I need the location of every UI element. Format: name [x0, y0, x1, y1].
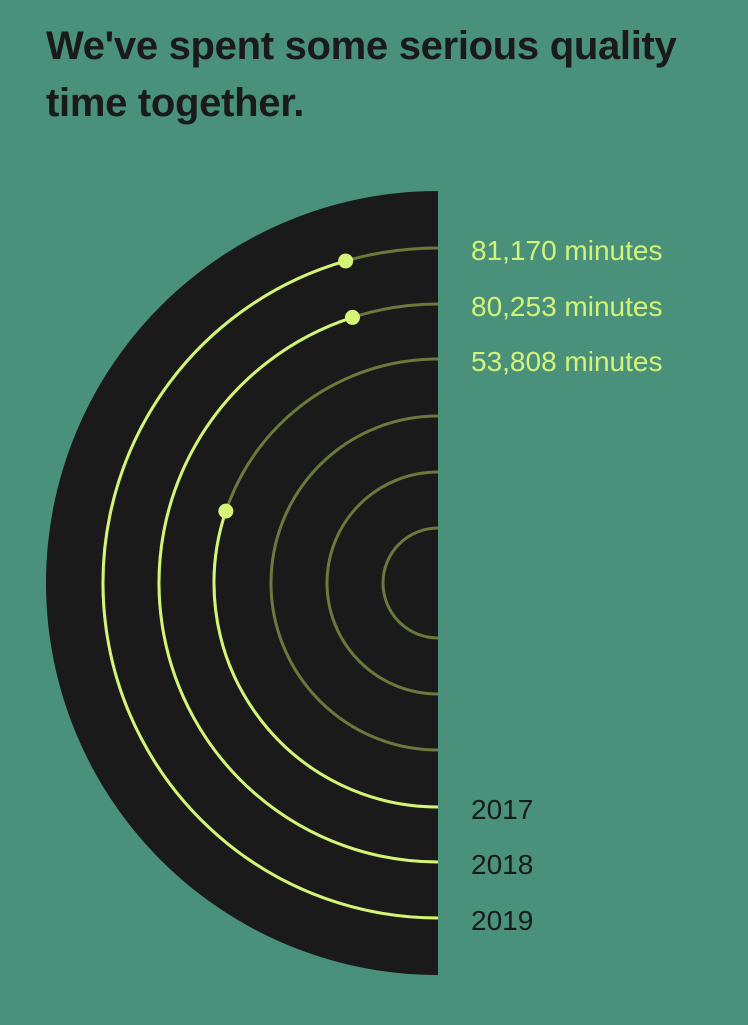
year-label-2019: 2019: [471, 905, 533, 936]
value-arc-2019: [101, 259, 439, 920]
year-label-2018: 2018: [471, 849, 533, 880]
ring-track-5: [325, 470, 439, 696]
value-dot-2017: [218, 503, 234, 519]
value-label-2019: 81,170 minutes: [471, 235, 662, 266]
value-dot-2018: [344, 309, 360, 325]
half-disc: [46, 191, 438, 975]
value-arc-2018: [157, 316, 439, 864]
ring-track-6: [381, 526, 439, 640]
value-label-2017: 53,808 minutes: [471, 346, 662, 377]
ring-track-4: [269, 414, 439, 752]
value-arc-2017: [212, 510, 439, 809]
value-dot-2019: [338, 253, 354, 269]
value-label-2018: 80,253 minutes: [471, 291, 662, 322]
year-label-2017: 2017: [471, 794, 533, 825]
chart-title: We've spent some serious quality time to…: [46, 24, 677, 125]
